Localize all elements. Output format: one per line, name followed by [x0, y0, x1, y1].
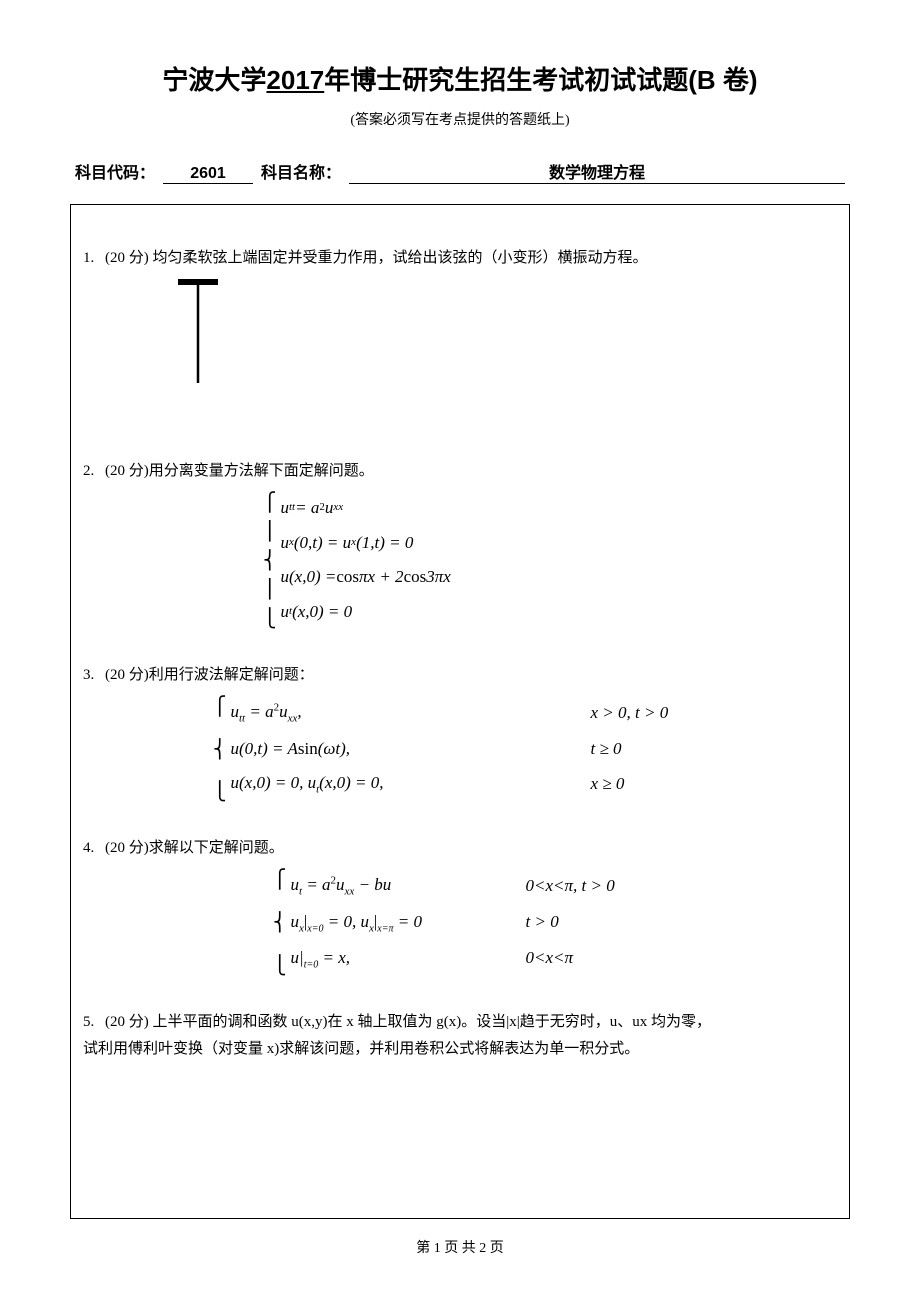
q4-text: (20 分)求解以下定解问题。 — [105, 835, 829, 862]
q5-text-line2: 试利用傅利叶变换（对变量 x)求解该问题，并利用卷积公式将解表达为单一积分式。 — [83, 1036, 829, 1063]
exam-year: 2017 — [266, 65, 324, 95]
question-1: 1. (20 分) 均匀柔软弦上端固定并受重力作用，试给出该弦的（小变形）横振动… — [83, 245, 829, 398]
q3-equations: utt = a2uxx, x > 0, t > 0 u(0,t) = Asin(… — [213, 697, 829, 800]
subject-name-label: 科目名称： — [261, 159, 341, 183]
subject-code-label: 科目代码： — [75, 159, 155, 183]
q2-eq-line4: ut(x,0) = 0 — [281, 597, 451, 628]
university-name: 宁波大学 — [162, 65, 266, 95]
q2-equations: utt = a2uxx ux(0,t) = ux(1,t) = 0 u(x,0)… — [263, 493, 829, 627]
q1-number: 1. — [83, 245, 105, 272]
q2-eq-line3: u(x,0) = cosπx + 2cos3πx — [281, 562, 451, 593]
content-box: 1. (20 分) 均匀柔软弦上端固定并受重力作用，试给出该弦的（小变形）横振动… — [70, 204, 850, 1219]
q2-eq-line1: utt = a2uxx — [281, 493, 451, 524]
page-footer: 第 1 页 共 2 页 — [70, 1237, 850, 1257]
q4-number: 4. — [83, 835, 105, 862]
q3-eq-line3: u(x,0) = 0, ut(x,0) = 0, x ≥ 0 — [231, 768, 669, 800]
brace-icon — [213, 697, 227, 800]
brace-icon — [263, 493, 277, 627]
q2-eq-line2: ux(0,t) = ux(1,t) = 0 — [281, 528, 451, 559]
question-3: 3. (20 分)利用行波法解定解问题： utt = a2uxx, x > 0,… — [83, 662, 829, 800]
question-4: 4. (20 分)求解以下定解问题。 ut = a2uxx − bu 0<x<π… — [83, 835, 829, 974]
subject-code-value: 2601 — [163, 165, 253, 184]
q2-text: (20 分)用分离变量方法解下面定解问题。 — [105, 458, 829, 485]
q3-eq-line1: utt = a2uxx, x > 0, t > 0 — [231, 697, 669, 729]
hanging-string-diagram — [173, 278, 829, 398]
q5-number: 5. — [83, 1009, 105, 1036]
string-svg — [173, 278, 233, 388]
q4-eq-line1: ut = a2uxx − bu 0<x<π, t > 0 — [291, 870, 615, 902]
question-2: 2. (20 分)用分离变量方法解下面定解问题。 utt = a2uxx ux(… — [83, 458, 829, 627]
page-title: 宁波大学2017年博士研究生招生考试初试试题(B 卷) — [70, 60, 850, 97]
q4-eq-line3: u|t=0 = x, 0<x<π — [291, 943, 615, 974]
question-5: 5. (20 分) 上半平面的调和函数 u(x,y)在 x 轴上取值为 g(x)… — [83, 1009, 829, 1063]
q4-eq-line2: ux|x=0 = 0, ux|x=π = 0 t > 0 — [291, 907, 615, 939]
q3-text: (20 分)利用行波法解定解问题： — [105, 662, 829, 689]
q5-text-line1: (20 分) 上半平面的调和函数 u(x,y)在 x 轴上取值为 g(x)。设当… — [105, 1009, 829, 1036]
q4-equations: ut = a2uxx − bu 0<x<π, t > 0 ux|x=0 = 0,… — [273, 870, 829, 974]
subtitle: (答案必须写在考点提供的答题纸上) — [70, 109, 850, 129]
title-suffix: 年博士研究生招生考试初试试题(B 卷) — [324, 65, 757, 95]
brace-icon — [273, 870, 287, 974]
q3-eq-line2: u(0,t) = Asin(ωt), t ≥ 0 — [231, 734, 669, 765]
q2-number: 2. — [83, 458, 105, 485]
meta-row: 科目代码： 2601 科目名称： 数学物理方程 — [70, 159, 850, 184]
q1-text: (20 分) 均匀柔软弦上端固定并受重力作用，试给出该弦的（小变形）横振动方程。 — [105, 245, 829, 272]
subject-name-value: 数学物理方程 — [349, 159, 845, 184]
q3-number: 3. — [83, 662, 105, 689]
